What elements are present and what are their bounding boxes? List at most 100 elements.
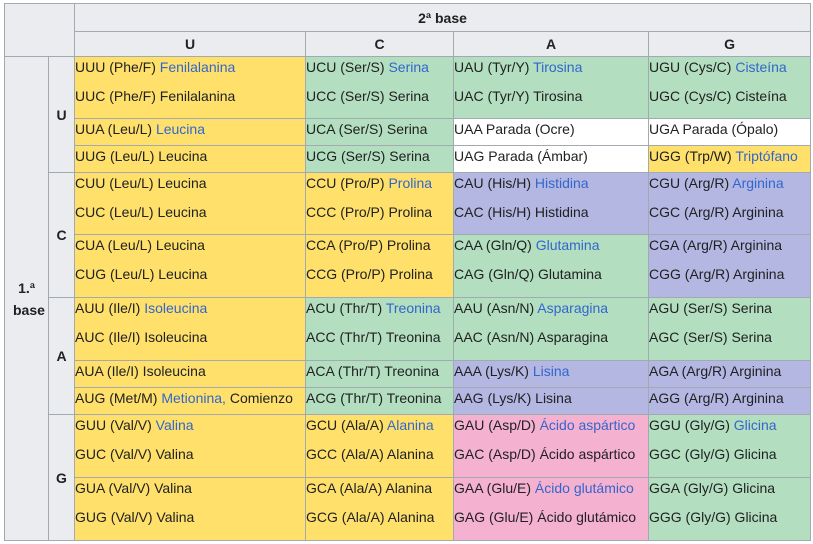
codon-entry: CAU (His/H) Histidina [455, 174, 648, 194]
codon-text: CCA (Pro/P) Prolina [306, 237, 431, 253]
codon-text: UAG Parada (Ámbar) [454, 148, 588, 164]
codon-text: GCC (Ala/A) Alanina [306, 446, 434, 462]
amino-acid-link[interactable]: Treonina [385, 300, 441, 316]
codon-text: ACA (Thr/T) Treonina [306, 363, 440, 379]
codon-entry: UCA (Ser/S) Serina [307, 120, 453, 140]
codon-entry: GAG (Glu/E) Ácido glutámico [455, 507, 648, 527]
codon-cell: GUU (Val/V) Valina GUC (Val/V) Valina [74, 414, 306, 478]
codon-cell: AUU (Ile/I) Isoleucina AUC (Ile/I) Isoleu… [74, 297, 306, 361]
amino-acid-link[interactable]: Valina [155, 417, 194, 433]
codon-row: CUA (Leu/L) Leucina CUG (Leu/L) Leucina CC… [5, 234, 812, 298]
amino-acid-link[interactable]: Histidina [534, 175, 589, 191]
first-base-header: 1.ª base [4, 56, 49, 541]
amino-acid-link[interactable]: Isoleucina [144, 300, 208, 316]
codon-entry: GAU (Asp/D) Ácido aspártico [455, 416, 648, 436]
amino-acid-link[interactable]: Ácido aspártico [539, 417, 636, 433]
codon-entry: AAU (Asn/N) Asparagina [455, 299, 648, 319]
codon-entry: CUG (Leu/L) Leucina [75, 264, 305, 284]
codon-cell: UUU (Phe/F) Fenilalanina UUC (Phe/F) Feni… [74, 56, 306, 119]
codon-entry: UAU (Tyr/Y) Tirosina [455, 58, 648, 78]
amino-acid-link[interactable]: Arginina [732, 175, 784, 191]
amino-acid-link[interactable]: Leucina [155, 121, 205, 137]
amino-acid-link[interactable]: Alanina [386, 417, 434, 433]
codon-entry: CAC (His/H) Histidina [454, 202, 648, 222]
amino-acid-link[interactable]: Prolina [388, 175, 433, 191]
amino-acid-link[interactable]: Metionina, [161, 390, 226, 406]
codon-text: UGA Parada (Ópalo) [649, 121, 779, 137]
first-base-group-G: G [48, 414, 75, 541]
codon-text: CUG (Leu/L) Leucina [75, 266, 208, 282]
codon-entry: ACA (Thr/T) Treonina [306, 362, 453, 382]
codon-cell: AGA (Arg/R) Arginina [647, 360, 812, 388]
codon-cell: UCU (Ser/S) Serina UCC (Ser/S) Serina [305, 56, 454, 119]
codon-text: ACG (Thr/T) Treonina [306, 390, 442, 406]
codon-text: UGG (Trp/W) [649, 148, 736, 164]
codon-text: CAC (His/H) Histidina [454, 204, 589, 220]
codon-cell: UGG (Trp/W) Triptófano [647, 145, 812, 173]
codon-entry: ACU (Thr/T) Treonina [307, 299, 453, 319]
amino-acid-link[interactable]: Serina [388, 59, 429, 75]
codon-text: UAA Parada (Ocre) [454, 121, 575, 137]
codon-entry: GGA (Gly/G) Glicina [650, 479, 810, 499]
codon-entry: GCG (Ala/A) Alanina [307, 507, 453, 527]
codon-entry: GGU (Gly/G) Glicina [650, 416, 810, 436]
codon-text: GCU (Ala/A) [306, 417, 387, 433]
codon-entry: UGC (Cys/C) Cisteína [650, 86, 810, 106]
codon-text: AGU (Ser/S) Serina [649, 300, 772, 316]
codon-entry: CCC (Pro/P) Prolina [306, 202, 453, 222]
codon-row: C CUU (Leu/L) Leucina CUC (Leu/L) Leucina C… [5, 172, 812, 298]
codon-entry: UCC (Ser/S) Serina [307, 86, 453, 106]
codon-cell: CUU (Leu/L) Leucina CUC (Leu/L) Leucina [74, 172, 306, 235]
codon-text: CCC (Pro/P) Prolina [306, 204, 433, 220]
codon-entry: UCG (Ser/S) Serina [307, 147, 453, 167]
codon-entry: UGG (Trp/W) Triptófano [649, 147, 810, 167]
codon-row: 1.ª base U UUU (Phe/F) Fenilalanina UUC (Ph… [4, 56, 812, 541]
codon-row: GUA (Val/V) Valina GUG (Val/V) Valina GCA … [5, 477, 812, 541]
codon-cell: AGG (Arg/R) Arginina [647, 387, 812, 415]
codon-cell: UUA (Leu/L) Leucina [74, 118, 306, 146]
codon-text: CGU (Arg/R) [649, 175, 733, 191]
codon-cell: AGU (Ser/S) Serina AGC (Ser/S) Serina [647, 297, 812, 361]
amino-acid-link[interactable]: Asparagina [537, 300, 609, 316]
codon-cell: GGA (Gly/G) Glicina GGG (Gly/G) Glicina [647, 477, 812, 541]
codon-cell: AAU (Asn/N) Asparagina AAC (Asn/N) Aspara… [453, 297, 649, 361]
amino-acid-link[interactable]: Glutamina [535, 237, 600, 253]
codon-cell: UGU (Cys/C) Cisteína UGC (Cys/C) Cisteína [647, 56, 812, 119]
codon-text: UUU (Phe/F) [75, 59, 160, 75]
codon-text: CAG (Gln/Q) Glutamina [454, 266, 602, 282]
codon-row: A AUU (Ile/I) Isoleucina AUC (Ile/I) Isole… [5, 297, 812, 415]
amino-acid-link[interactable]: Tirosina [533, 59, 583, 75]
amino-acid-link[interactable]: Fenilalanina [159, 59, 236, 75]
codon-row: AUG (Met/M) Metionina, Comienzo ACG (Thr/… [5, 387, 812, 415]
codon-cell: CCA (Pro/P) Prolina CCG (Pro/P) Prolina [305, 234, 454, 298]
codon-entry: ACG (Thr/T) Treonina [306, 389, 453, 409]
codon-entry: CCU (Pro/P) Prolina [306, 174, 453, 194]
codon-text: Comienzo [225, 390, 293, 406]
amino-acid-link[interactable]: Cisteína [735, 59, 787, 75]
codon-text: GAC (Asp/D) Ácido aspártico [454, 446, 636, 462]
codon-text: ACC (Thr/T) Treonina [306, 329, 441, 345]
codon-entry: UAG Parada (Ámbar) [454, 147, 648, 167]
codon-cell: CAU (His/H) Histidina CAC (His/H) Histidi… [453, 172, 649, 235]
codon-text: UUC (Phe/F) Fenilalanina [75, 88, 236, 104]
amino-acid-link[interactable]: Ácido glutámico [534, 480, 634, 496]
amino-acid-link[interactable]: Lisina [532, 363, 570, 379]
codon-cell: UGA Parada (Ópalo) [647, 118, 812, 146]
amino-acid-link[interactable]: Glicina [733, 417, 777, 433]
codon-entry: GUC (Val/V) Valina [76, 444, 305, 464]
codon-text: UGU (Cys/C) [649, 59, 736, 75]
codon-entry: CCA (Pro/P) Prolina [306, 236, 453, 256]
codon-entry: AAA (Lys/K) Lisina [455, 362, 648, 382]
codon-text: CGA (Arg/R) Arginina [649, 237, 783, 253]
codon-text: CUA (Leu/L) Leucina [75, 237, 205, 253]
codon-entry: AUG (Met/M) Metionina, Comienzo [76, 389, 305, 409]
codon-entry: AUC (Ile/I) Isoleucina [76, 327, 305, 347]
codon-text: CCU (Pro/P) [306, 175, 389, 191]
codon-entry: AGG (Arg/R) Arginina [650, 389, 810, 409]
codon-text: GGG (Gly/G) Glicina [649, 509, 778, 525]
codon-text: CUU (Leu/L) Leucina [75, 175, 207, 191]
codon-cell: AAA (Lys/K) Lisina [453, 360, 649, 388]
amino-acid-link[interactable]: Triptófano [735, 148, 798, 164]
codon-entry: GGC (Gly/G) Glicina [650, 444, 810, 464]
codon-entry: GAC (Asp/D) Ácido aspártico [454, 444, 648, 464]
